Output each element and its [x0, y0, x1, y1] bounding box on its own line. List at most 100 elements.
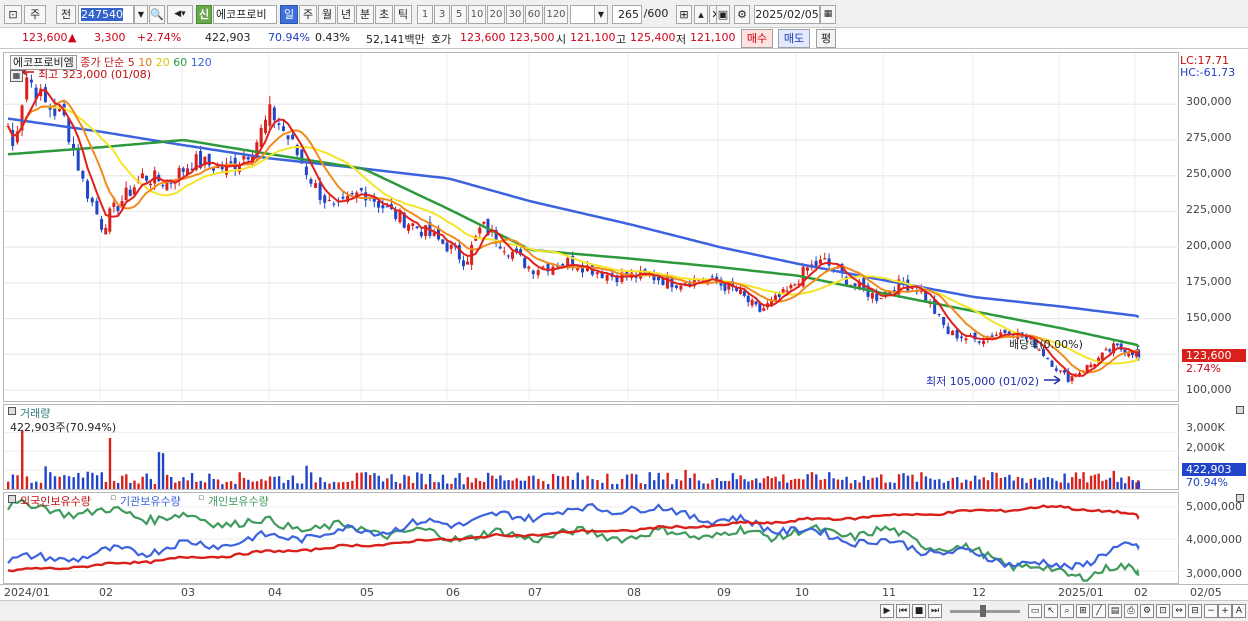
calendar-icon[interactable]: ▦: [820, 5, 836, 24]
candle-body: [566, 258, 570, 266]
volume-bar: [398, 483, 402, 489]
candle-body: [605, 274, 609, 281]
candle-body: [112, 202, 116, 207]
volume-bar: [153, 483, 157, 489]
chart-icon[interactable]: ▤: [1108, 604, 1122, 618]
interval-1[interactable]: 1: [417, 5, 433, 24]
interval-10[interactable]: 10: [468, 5, 486, 24]
holdings-panel[interactable]: 외국인보유수량 ▫ 기관보유수량 ▫ 개인보유수량: [3, 492, 1180, 585]
interval-5[interactable]: 5: [451, 5, 467, 24]
volume-bar: [793, 478, 797, 489]
volume-subtitle: 422,903주(70.94%): [10, 421, 117, 434]
panel-close-icon[interactable]: [1236, 494, 1244, 502]
volume-bar: [328, 483, 331, 489]
volume-bar: [112, 481, 116, 489]
panel-toggle-icon[interactable]: [8, 495, 16, 503]
zoom-out-icon[interactable]: ▭: [1028, 604, 1042, 618]
count-input[interactable]: 265: [612, 5, 642, 24]
prev-button[interactable]: 전: [56, 5, 76, 24]
magnify-icon[interactable]: ⌕: [1060, 604, 1074, 618]
interval-120[interactable]: 120: [544, 5, 568, 24]
legend-stock-name[interactable]: 에코프로비엠: [10, 55, 77, 70]
volume-bar: [1082, 472, 1085, 489]
candle-body: [186, 168, 190, 175]
candle-body: [862, 278, 866, 289]
candle-body: [960, 336, 964, 338]
expand-icon[interactable]: ⇔: [1172, 604, 1186, 618]
panel-toggle-icon[interactable]: [8, 407, 16, 415]
search-icon[interactable]: 🔍: [149, 5, 165, 24]
volume-bar: [758, 482, 762, 489]
candle-body: [1078, 372, 1082, 375]
zoom-slider-handle[interactable]: [980, 605, 986, 617]
avg-button[interactable]: 평: [816, 29, 836, 48]
volume-bar: [416, 472, 419, 489]
date-input[interactable]: 2025/02/05: [754, 5, 820, 24]
table-icon[interactable]: ▦: [10, 70, 23, 82]
layout-icon[interactable]: ⊟: [1188, 604, 1202, 618]
candle-body: [793, 284, 797, 286]
speaker-icon[interactable]: ◀▾: [167, 5, 193, 24]
volume-bar: [474, 478, 478, 489]
volume-bar: [309, 472, 313, 489]
tab-tick[interactable]: 틱: [394, 5, 412, 24]
cursor-icon[interactable]: ↖: [1044, 604, 1058, 618]
volume-bar: [547, 484, 550, 489]
foreign-line: [7, 504, 1140, 573]
volume-bar: [789, 479, 793, 489]
print-icon[interactable]: ⎙: [1124, 604, 1138, 618]
stop-icon[interactable]: ■: [912, 604, 926, 618]
volume-chart[interactable]: [4, 405, 1180, 491]
volume-bar: [561, 476, 565, 489]
grid-icon[interactable]: ⊞: [676, 5, 692, 24]
chart-type-icon[interactable]: ▴: [694, 5, 708, 24]
volume-bar: [255, 481, 259, 489]
fit-icon[interactable]: ⊡: [1156, 604, 1170, 618]
interval-60[interactable]: 60: [525, 5, 543, 24]
tab-month[interactable]: 월: [318, 5, 336, 24]
grid-icon[interactable]: ⊞: [1076, 604, 1090, 618]
y-tick: 250,000: [1186, 167, 1232, 180]
volume-bar: [216, 479, 220, 489]
price-chart[interactable]: [4, 53, 1180, 403]
current-price: 123,600: [22, 31, 68, 44]
candle-body: [281, 126, 285, 131]
tab-second[interactable]: 초: [375, 5, 393, 24]
candle-body: [785, 290, 789, 292]
window-icon[interactable]: ⊡: [4, 5, 22, 24]
interval-3[interactable]: 3: [434, 5, 450, 24]
interval-20[interactable]: 20: [487, 5, 505, 24]
line-tool-icon[interactable]: ╱: [1092, 604, 1106, 618]
tab-year[interactable]: 년: [337, 5, 355, 24]
font-size-icon[interactable]: A: [1232, 604, 1246, 618]
volume-last-pct: 70.94%: [1186, 476, 1228, 489]
up-arrow-icon: ▲: [68, 31, 77, 44]
panel-close-icon[interactable]: [1236, 406, 1244, 414]
stock-name-field[interactable]: 에코프로비: [213, 5, 277, 24]
gear-icon[interactable]: ⚙: [734, 5, 750, 24]
volume-bar: [782, 474, 785, 489]
chevron-down-icon[interactable]: ▼: [134, 5, 148, 24]
tab-day[interactable]: 일: [280, 5, 298, 24]
save-icon[interactable]: ▣: [716, 5, 730, 24]
tab-minute[interactable]: 분: [356, 5, 374, 24]
interval-30[interactable]: 30: [506, 5, 524, 24]
price-chart-panel[interactable]: 에코프로비엠 종가 단순 5 10 20 60 120 ▦ 최고 323,000…: [3, 52, 1180, 403]
tab-week[interactable]: 주: [299, 5, 317, 24]
volume-bar: [720, 481, 723, 489]
play-icon[interactable]: ▶: [880, 604, 894, 618]
settings-icon[interactable]: ⚙: [1140, 604, 1154, 618]
buy-button[interactable]: 매수: [741, 29, 773, 48]
volume-bar: [862, 476, 866, 489]
volume-panel[interactable]: 거래량 422,903주(70.94%): [3, 404, 1180, 491]
stock-code-input[interactable]: 247540: [78, 5, 134, 24]
sell-button[interactable]: 매도: [778, 29, 810, 48]
minus-icon[interactable]: −: [1204, 604, 1218, 618]
fast-forward-icon[interactable]: ⏭: [928, 604, 942, 618]
chevron-down-icon[interactable]: ▼: [594, 5, 608, 24]
rewind-icon[interactable]: ⏮: [896, 604, 910, 618]
plus-icon[interactable]: +: [1218, 604, 1232, 618]
holdings-chart[interactable]: [4, 493, 1180, 585]
candle-body: [86, 180, 90, 199]
period-type-select[interactable]: 주: [24, 5, 46, 24]
